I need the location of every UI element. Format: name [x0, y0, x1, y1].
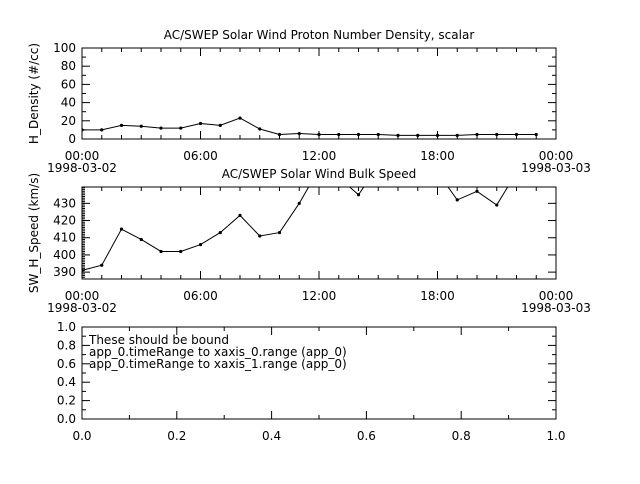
x-tick-label: 06:00 — [183, 289, 218, 303]
y-axis-label: SW_H_Speed (km/s) — [27, 173, 41, 293]
y-axis-label: H_Density (#/cc) — [27, 43, 41, 144]
x-date-label: 1998-03-03 — [521, 301, 591, 315]
data-point — [495, 132, 499, 137]
data-point — [198, 243, 203, 247]
x-tick-label: 18:00 — [420, 289, 455, 303]
data-point — [396, 159, 399, 162]
series-group — [82, 116, 538, 137]
x-tick-label: 00:00 — [65, 289, 100, 303]
data-point — [515, 171, 518, 174]
data-point — [416, 164, 419, 167]
data-point — [356, 132, 361, 137]
plot-frame — [81, 186, 557, 280]
data-point — [100, 263, 104, 267]
annotation-line: app_0.timeRange to xaxis_0.range (app_0) — [89, 345, 347, 359]
x-tick-label: 00:00 — [65, 149, 100, 163]
data-point — [396, 133, 400, 137]
x-tick-label: 0.6 — [357, 429, 376, 443]
x-tick-label: 0.0 — [72, 429, 91, 443]
data-point — [514, 132, 519, 137]
data-point — [258, 234, 262, 238]
y-tick-label: 410 — [53, 231, 76, 245]
panel-2: 0.0 0.2 0.4 0.6 0.8 1.0 0.0 0.2 0.4 0.6 0.8 1.0 Thes… — [57, 320, 566, 443]
y-tick-label: 0 — [68, 132, 76, 146]
data-point — [495, 203, 499, 207]
data-point — [82, 268, 84, 273]
annotation-line: These should be bound — [88, 333, 229, 347]
data-point — [100, 128, 104, 132]
series-group — [82, 159, 518, 273]
x-tick-label: 1.0 — [546, 429, 565, 443]
data-point — [139, 124, 143, 128]
data-point — [475, 189, 479, 193]
data-point — [159, 126, 163, 130]
data-point — [455, 133, 459, 137]
data-point — [238, 213, 242, 217]
y-tick-label: 0.0 — [57, 412, 76, 426]
y-tick-label: 430 — [53, 196, 76, 210]
data-point — [416, 133, 420, 137]
x-tick-label: 18:00 — [420, 149, 455, 163]
data-point — [455, 198, 459, 202]
plot-frame — [81, 47, 557, 140]
y-tick-label: 60 — [61, 77, 76, 91]
data-point — [198, 121, 203, 126]
x-tick-label: 0.2 — [167, 429, 186, 443]
data-point — [82, 128, 84, 132]
data-point — [475, 132, 479, 137]
data-point — [277, 132, 282, 137]
data-point — [139, 237, 143, 242]
data-point — [435, 133, 440, 137]
x-tick-label: 00:00 — [539, 289, 574, 303]
data-point — [218, 123, 222, 127]
x-date-label: 1998-03-02 — [47, 161, 117, 175]
data-point — [337, 132, 341, 137]
y-tick-label: 0.2 — [57, 394, 76, 408]
data-point — [317, 132, 321, 137]
x-tick-label: 0.4 — [262, 429, 281, 443]
chart-title: AC/SWEP Solar Wind Proton Number Density… — [164, 28, 475, 42]
y-tick-label: 0.4 — [57, 375, 76, 389]
data-point — [297, 131, 301, 136]
y-tick-label: 100 — [53, 41, 76, 55]
y-tick-label: 20 — [61, 114, 76, 128]
data-point — [297, 201, 301, 205]
data-point — [218, 230, 222, 235]
data-point — [356, 193, 361, 197]
y-tick-label: 80 — [61, 59, 76, 73]
x-tick-label: 12:00 — [302, 149, 337, 163]
y-tick-label: 1.0 — [57, 320, 76, 334]
series-line — [82, 117, 537, 136]
x-tick-label: 00:00 — [539, 149, 574, 163]
panel-1: AC/SWEP Solar Wind Bulk Speed SW_H_Speed … — [27, 159, 591, 315]
data-point — [179, 126, 183, 130]
data-point — [238, 116, 242, 120]
data-point — [277, 230, 282, 235]
x-tick-label: 0.8 — [452, 429, 471, 443]
x-date-label: 1998-03-03 — [521, 161, 591, 175]
data-point — [376, 132, 380, 137]
y-tick-label: 0.6 — [57, 357, 76, 371]
series-line — [82, 187, 509, 271]
y-tick-label: 400 — [53, 248, 76, 262]
data-point — [119, 123, 124, 127]
x-date-label: 1998-03-02 — [47, 301, 117, 315]
x-tick-label: 12:00 — [302, 289, 337, 303]
data-point — [258, 127, 262, 131]
y-tick-label: 40 — [61, 96, 76, 110]
panel-0: AC/SWEP Solar Wind Proton Number Density… — [27, 28, 591, 175]
x-tick-label: 06:00 — [183, 149, 218, 163]
y-tick-label: 420 — [53, 214, 76, 228]
data-point — [436, 171, 439, 174]
data-point — [119, 227, 124, 231]
data-point — [534, 132, 538, 137]
chart-title: AC/SWEP Solar Wind Bulk Speed — [222, 167, 416, 181]
y-tick-label: 390 — [53, 265, 76, 279]
data-point — [159, 249, 163, 254]
data-point — [179, 249, 183, 254]
y-tick-label: 0.8 — [57, 338, 76, 352]
annotation-line: app_0.timeRange to xaxis_1.range (app_0) — [89, 357, 347, 371]
